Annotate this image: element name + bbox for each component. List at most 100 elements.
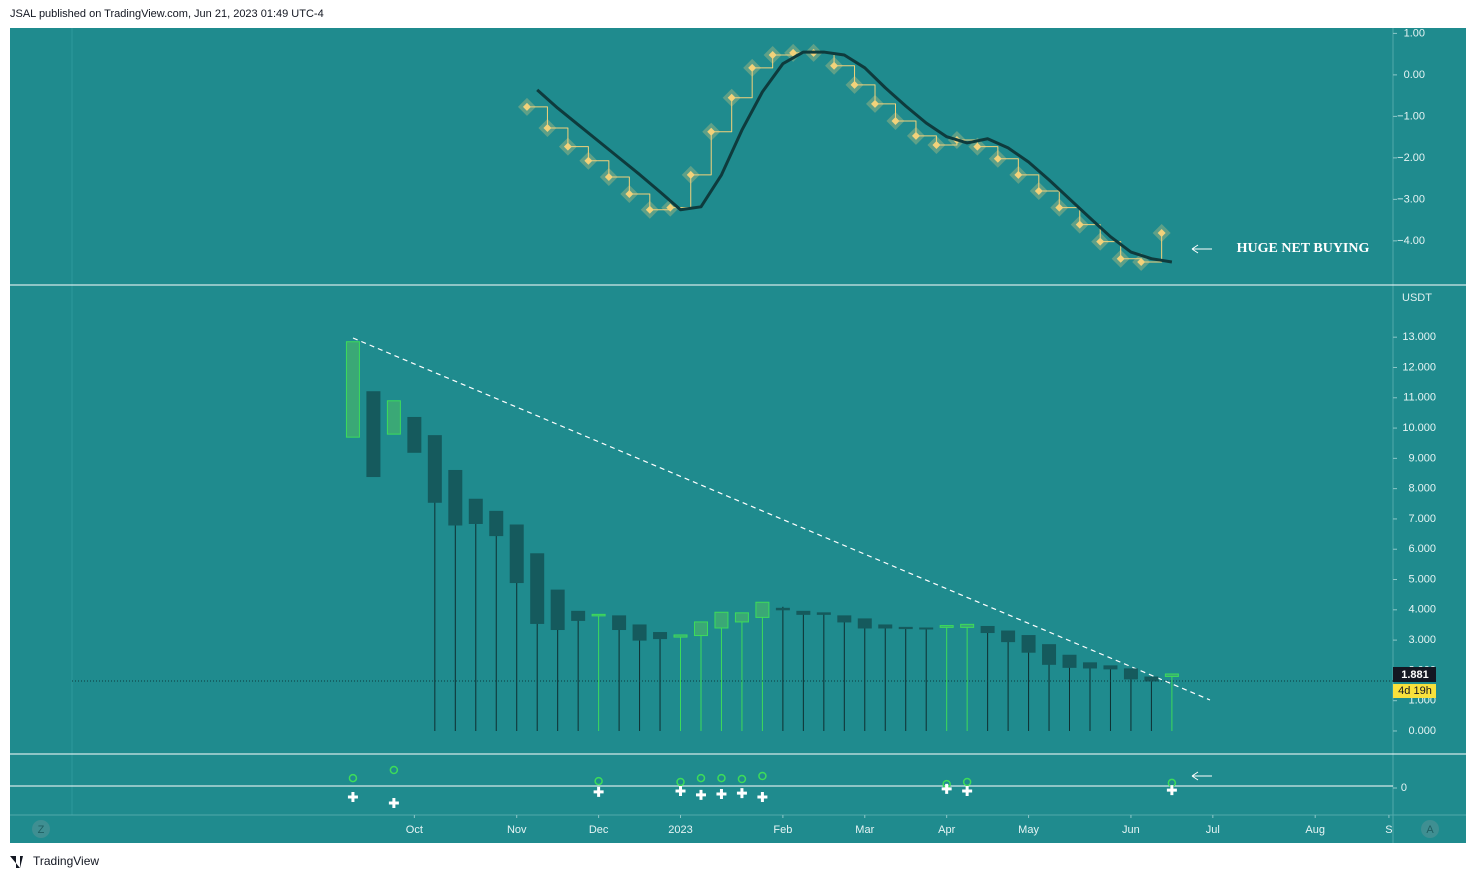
candle-body (571, 610, 586, 621)
x-tick-label: Dec (589, 824, 609, 836)
chart-background (10, 28, 1466, 843)
candle-body (653, 632, 668, 640)
diamond-marker (686, 170, 695, 179)
candle-body (919, 627, 934, 630)
candle-body (612, 615, 627, 631)
countdown-label: 4d 19h (1398, 685, 1432, 697)
candle-body (673, 634, 688, 638)
logo (10, 856, 23, 868)
candle-body (1082, 662, 1097, 669)
last-price-label: 1.881 (1401, 669, 1429, 681)
arrow (1191, 244, 1212, 254)
candle-body (489, 510, 504, 537)
candle-body (693, 621, 708, 637)
arrow (1191, 771, 1212, 781)
candle-body (1144, 676, 1159, 682)
y-tick-label: −1.00 (1397, 110, 1425, 122)
candle-body (407, 416, 422, 453)
signal-circle (737, 774, 747, 784)
y-tick-label: 1.00 (1404, 27, 1425, 39)
diamond-marker (1075, 220, 1084, 229)
auto-button[interactable]: A (1421, 820, 1439, 838)
signal-circle (696, 773, 706, 783)
candle-body (345, 341, 360, 438)
diamond-marker (522, 102, 531, 111)
x-tick-label: Nov (507, 824, 527, 836)
signal-cross (941, 783, 952, 794)
candle-body (509, 524, 524, 584)
candle-body (530, 553, 545, 624)
trend-line (352, 337, 1211, 701)
y-tick-label: 12.000 (1402, 361, 1436, 373)
x-tick-label: Jul (1206, 824, 1220, 836)
signal-cross (1166, 785, 1177, 796)
y-tick-label: 6.000 (1408, 543, 1436, 555)
signal-circle (348, 773, 358, 783)
x-tick-label: 2023 (668, 824, 692, 836)
signal-circle (758, 771, 767, 781)
candle-body (939, 625, 954, 628)
candle-body (898, 626, 913, 630)
signal-cross (593, 786, 604, 797)
zoom-button[interactable]: Z (32, 820, 50, 838)
candle-body (448, 469, 463, 526)
x-tick-label: Oct (406, 824, 423, 836)
signal-cross (347, 792, 358, 802)
diamond-marker (932, 141, 941, 150)
diamond-marker (1096, 237, 1105, 246)
x-tick-label: S (1385, 824, 1392, 836)
candle-body (1042, 644, 1057, 665)
signal-cross (716, 789, 727, 799)
button-label[interactable]: Z (38, 824, 45, 836)
diamond-marker (1157, 228, 1166, 237)
x-tick-label: Apr (938, 824, 955, 836)
diamond-marker (563, 142, 572, 151)
candle-body (837, 615, 852, 623)
candle-body (1164, 673, 1179, 677)
candle-body (755, 601, 770, 618)
diamond-marker (973, 142, 982, 151)
diamond-marker (1055, 203, 1064, 212)
x-tick-label: Aug (1305, 824, 1325, 836)
diamond-marker (748, 63, 757, 72)
y-tick-label: −3.00 (1397, 193, 1425, 205)
button-label[interactable]: A (1426, 824, 1434, 836)
annotation: HUGE NET BUYING (1237, 241, 1370, 256)
candle-body (427, 435, 442, 503)
diamond-marker (891, 116, 900, 125)
y-tick-label: 5.000 (1408, 573, 1436, 585)
signal-circle (594, 776, 603, 786)
signal-cross (695, 789, 706, 800)
y-tick-label: 4.000 (1408, 604, 1436, 616)
diamond-marker (993, 154, 1002, 163)
signal-line (536, 50, 1173, 264)
y-tick-label: 9.000 (1408, 452, 1436, 464)
diamond-marker (871, 99, 880, 108)
header: JSAL published on TradingView.com, Jun 2… (10, 8, 324, 20)
diamond-marker (1014, 170, 1023, 179)
candle-body (816, 612, 831, 615)
diamond-marker (625, 189, 634, 198)
diamond-marker (584, 156, 593, 165)
candle-body (796, 610, 811, 615)
x-tick-label: Feb (773, 824, 792, 836)
candle-body (1123, 668, 1138, 680)
y-tick-label: 11.000 (1403, 392, 1436, 404)
diamond-marker (830, 61, 839, 70)
diamond-marker (1034, 187, 1043, 196)
y-tick-label: 0.000 (1408, 725, 1436, 737)
y-tick-label: −2.00 (1397, 152, 1425, 164)
candle-body (632, 624, 647, 641)
y-tick-label: 7.000 (1408, 513, 1436, 525)
signal-circle (717, 773, 726, 783)
candle-body (734, 612, 749, 623)
candle-body (878, 624, 893, 629)
signal-cross (388, 798, 399, 808)
signal-circle (962, 777, 972, 787)
diamond-marker (543, 123, 552, 132)
candle-body (980, 625, 995, 634)
diamond-marker (850, 80, 859, 89)
candle-body (468, 498, 483, 524)
diamond-marker (666, 203, 675, 212)
